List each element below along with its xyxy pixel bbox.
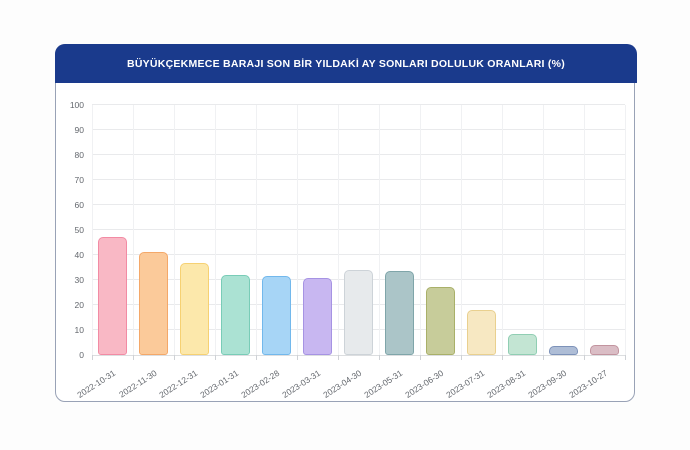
v-gridline [256, 105, 257, 355]
bar-2022-11-30[interactable] [139, 252, 168, 355]
x-axis-tick-label: 2023-05-31 [362, 367, 405, 400]
x-axis-tick [461, 355, 462, 360]
v-gridline [625, 105, 626, 355]
x-axis-tick-label: 2023-02-28 [239, 367, 282, 400]
bar-2023-01-31[interactable] [221, 275, 250, 355]
bar-2023-04-30[interactable] [344, 270, 373, 355]
x-axis-tick [174, 355, 175, 360]
bar-2022-12-31[interactable] [180, 263, 209, 355]
x-axis-tick-label: 2023-03-31 [280, 367, 323, 400]
v-gridline [461, 105, 462, 355]
y-axis-tick-label: 50 [74, 225, 84, 235]
v-gridline [584, 105, 585, 355]
h-gridline [92, 154, 625, 155]
x-axis-tick-label: 2022-11-30 [116, 367, 159, 400]
v-gridline [543, 105, 544, 355]
h-gridline [92, 355, 625, 356]
x-axis-tick [543, 355, 544, 360]
bar-2023-10-27[interactable] [590, 344, 619, 355]
v-gridline [420, 105, 421, 355]
y-axis-tick-label: 40 [74, 250, 84, 260]
x-axis-tick [256, 355, 257, 360]
chart-title: BÜYÜKÇEKMECE BARAJI SON BİR YILDAKİ AY S… [127, 57, 565, 70]
x-axis-tick-label: 2022-12-31 [157, 367, 200, 400]
y-axis-tick-label: 0 [79, 350, 84, 360]
h-gridline [92, 104, 625, 105]
plot-area: 0 10 20 30 40 50 60 70 80 90 100 2022-10-31 2022-11-… [70, 100, 626, 400]
x-axis-tick-label: 2023-07-31 [444, 367, 487, 400]
x-axis-tick [502, 355, 503, 360]
x-axis-tick [297, 355, 298, 360]
y-axis-tick-label: 30 [74, 275, 84, 285]
h-gridline [92, 229, 625, 230]
y-axis-tick-label: 60 [74, 200, 84, 210]
v-gridline [338, 105, 339, 355]
x-axis-tick [92, 355, 93, 360]
bar-2023-02-28[interactable] [262, 275, 291, 355]
bar-2023-05-31[interactable] [385, 271, 414, 355]
y-axis-tick-label: 70 [74, 175, 84, 185]
x-axis-tick-label: 2022-10-31 [75, 367, 118, 400]
bar-2023-08-31[interactable] [508, 334, 537, 355]
bar-2023-06-30[interactable] [426, 287, 455, 355]
x-axis-tick-label: 2023-08-31 [485, 367, 528, 400]
v-gridline [297, 105, 298, 355]
h-gridline [92, 179, 625, 180]
h-gridline [92, 204, 625, 205]
x-axis-tick-label: 2023-04-30 [321, 367, 364, 400]
x-axis-tick [379, 355, 380, 360]
y-axis-tick-label: 100 [69, 100, 84, 110]
bar-2022-10-31[interactable] [98, 236, 127, 355]
v-gridline [379, 105, 380, 355]
bar-2023-09-30[interactable] [549, 345, 578, 355]
v-gridline [92, 105, 93, 355]
x-axis-tick-label: 2023-06-30 [403, 367, 446, 400]
y-axis-tick-label: 90 [74, 125, 84, 135]
h-gridline [92, 129, 625, 130]
x-axis-tick [625, 355, 626, 360]
x-axis-tick [584, 355, 585, 360]
v-gridline [133, 105, 134, 355]
x-axis-tick [215, 355, 216, 360]
y-axis-tick-label: 80 [74, 150, 84, 160]
dam-fill-rate-card: BÜYÜKÇEKMECE BARAJI SON BİR YILDAKİ AY S… [55, 44, 637, 402]
x-axis-tick-label: 2023-09-30 [526, 367, 569, 400]
y-axis-tick-label: 20 [74, 300, 84, 310]
h-gridline [92, 254, 625, 255]
x-axis-tick [133, 355, 134, 360]
bar-2023-03-31[interactable] [303, 278, 332, 355]
bar-2023-07-31[interactable] [467, 310, 496, 355]
x-axis-tick [338, 355, 339, 360]
x-axis-tick-label: 2023-01-31 [198, 367, 241, 400]
v-gridline [174, 105, 175, 355]
v-gridline [502, 105, 503, 355]
y-axis-tick-label: 10 [74, 325, 84, 335]
x-axis-tick-label: 2023-10-27 [567, 367, 610, 400]
v-gridline [215, 105, 216, 355]
card-header: BÜYÜKÇEKMECE BARAJI SON BİR YILDAKİ AY S… [55, 44, 637, 83]
x-axis-tick [420, 355, 421, 360]
